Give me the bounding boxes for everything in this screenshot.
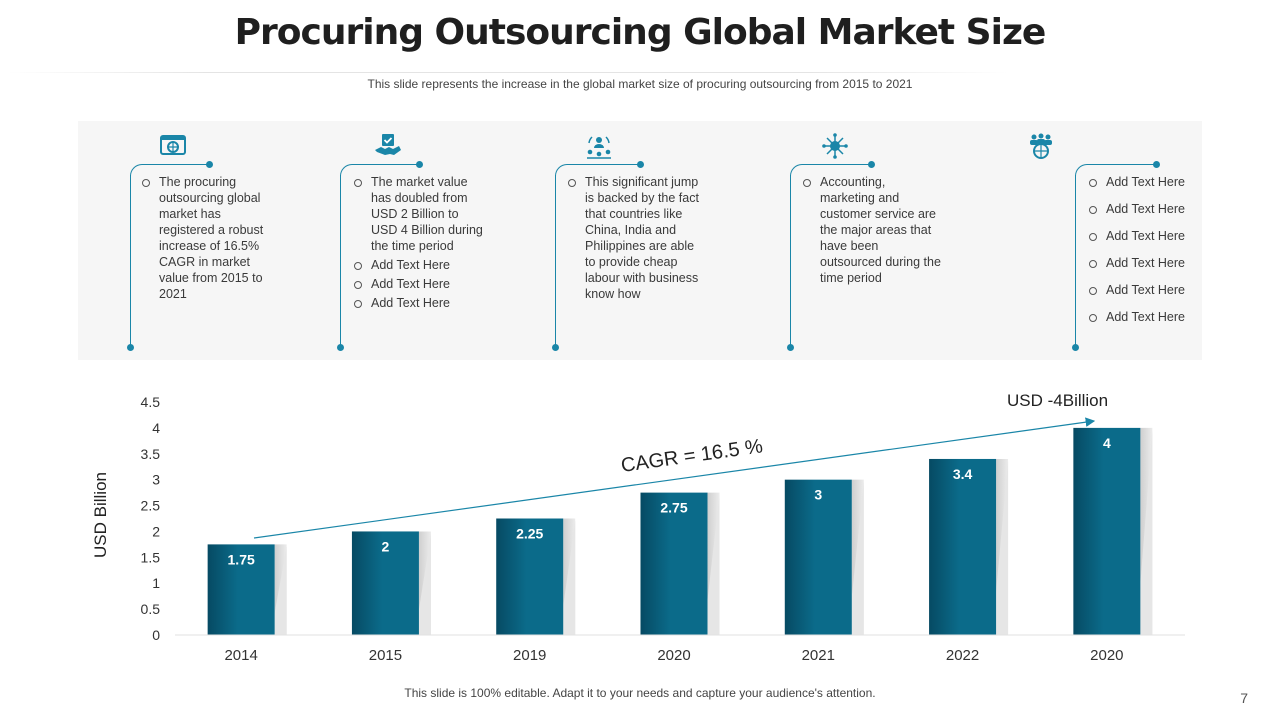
- bar-1: [351, 531, 419, 635]
- bar-3: [640, 492, 708, 635]
- bar-value-label: 3: [814, 487, 822, 503]
- card-4-list: Accounting, marketing and customer servi…: [802, 174, 942, 289]
- x-tick-label: 2014: [224, 647, 257, 664]
- list-item: Add Text Here: [1088, 255, 1198, 271]
- list-item: The market value has doubled from USD 2 …: [353, 174, 483, 254]
- connector-dot-bottom: [1072, 344, 1079, 351]
- list-item: Add Text Here: [1088, 174, 1198, 190]
- bar-5: [929, 458, 997, 635]
- bar-6: [1073, 427, 1141, 635]
- card-1-list: The procuring outsourcing global market …: [141, 174, 271, 305]
- connector-dot-top: [206, 161, 213, 168]
- info-panel: The procuring outsourcing global market …: [78, 121, 1202, 360]
- page-subtitle: This slide represents the increase in th…: [367, 77, 913, 91]
- bar-value-label: 2.75: [660, 500, 687, 516]
- x-tick-label: 2020: [657, 647, 690, 664]
- y-tick-label: 1: [152, 575, 160, 591]
- market-size-bar-chart: 0 0.5 1 1.5 2 2.5 3 3.5 4 4.5 1.75 2 2.25 2.75 3 3.4 4 …: [0, 360, 1280, 690]
- cagr-label: CAGR = 16.5 %: [620, 435, 765, 477]
- people-globe-icon: [1027, 133, 1055, 159]
- list-item: Add Text Here: [353, 295, 483, 311]
- bar-2: [496, 518, 564, 635]
- monitor-globe-icon: [159, 133, 187, 159]
- info-card-5: Add Text Here Add Text Here Add Text Her…: [978, 121, 1202, 360]
- y-tick-label: 4: [152, 420, 160, 436]
- bar-4: [784, 479, 852, 635]
- bar-value-label: 3.4: [953, 466, 973, 482]
- y-tick-label: 2.5: [141, 498, 161, 514]
- connector-dot-top: [416, 161, 423, 168]
- y-tick-label: 3: [152, 472, 160, 488]
- connector-dot-bottom: [787, 344, 794, 351]
- connector-dot-top: [637, 161, 644, 168]
- x-tick-label: 2015: [369, 647, 402, 664]
- bar-0: [207, 544, 275, 635]
- chart-canvas: 00.511.522.533.544.5 1.7522.252.7533.44 …: [91, 391, 1185, 664]
- x-tick-label: 2020: [1090, 647, 1123, 664]
- y-tick-label: 2: [152, 523, 160, 539]
- info-card-4: Accounting, marketing and customer servi…: [748, 121, 978, 360]
- list-item: Add Text Here: [1088, 201, 1198, 217]
- end-value-label: USD -4Billion: [1007, 391, 1108, 410]
- connector-dot-bottom: [127, 344, 134, 351]
- list-item: Add Text Here: [1088, 309, 1198, 325]
- x-tick-label: 2021: [802, 647, 835, 664]
- bar-value-label: 4: [1103, 435, 1111, 451]
- handshake-check-icon: [374, 133, 402, 159]
- card-5-list: Add Text Here Add Text Here Add Text Her…: [1088, 174, 1198, 336]
- connector-dot-top: [1153, 161, 1160, 168]
- connector-dot-bottom: [552, 344, 559, 351]
- connector-dot-top: [868, 161, 875, 168]
- card-2-list: The market value has doubled from USD 2 …: [353, 174, 483, 314]
- team-network-icon: [585, 133, 613, 159]
- page-number: 7: [1240, 690, 1248, 706]
- bar-value-label: 2.25: [516, 526, 543, 542]
- list-item: Add Text Here: [353, 257, 483, 273]
- bar-value-label: 1.75: [228, 551, 255, 567]
- y-tick-label: 0.5: [141, 601, 161, 617]
- y-axis-title: USD Billion: [91, 472, 110, 558]
- network-hub-icon: [821, 133, 849, 159]
- y-tick-label: 4.5: [141, 394, 161, 410]
- title-divider: [8, 72, 1008, 73]
- y-tick-label: 3.5: [141, 446, 161, 462]
- y-tick-label: 0: [152, 627, 160, 643]
- page-title: Procuring Outsourcing Global Market Size: [234, 12, 1047, 53]
- card-3-list: This significant jump is backed by the f…: [567, 174, 707, 305]
- list-item: This significant jump is backed by the f…: [567, 174, 707, 302]
- list-item: Add Text Here: [1088, 228, 1198, 244]
- bar-value-label: 2: [382, 538, 390, 554]
- list-item: Add Text Here: [353, 276, 483, 292]
- footer-note: This slide is 100% editable. Adapt it to…: [404, 686, 876, 700]
- x-tick-label: 2019: [513, 647, 546, 664]
- x-tick-label: 2022: [946, 647, 979, 664]
- list-item: Add Text Here: [1088, 282, 1198, 298]
- cagr-trend-arrow: [253, 417, 1096, 539]
- info-card-2: The market value has doubled from USD 2 …: [298, 121, 518, 360]
- connector-dot-bottom: [337, 344, 344, 351]
- y-tick-label: 1.5: [141, 549, 161, 565]
- info-card-3: This significant jump is backed by the f…: [518, 121, 748, 360]
- info-card-1: The procuring outsourcing global market …: [78, 121, 298, 360]
- list-item: Accounting, marketing and customer servi…: [802, 174, 942, 286]
- list-item: The procuring outsourcing global market …: [141, 174, 271, 302]
